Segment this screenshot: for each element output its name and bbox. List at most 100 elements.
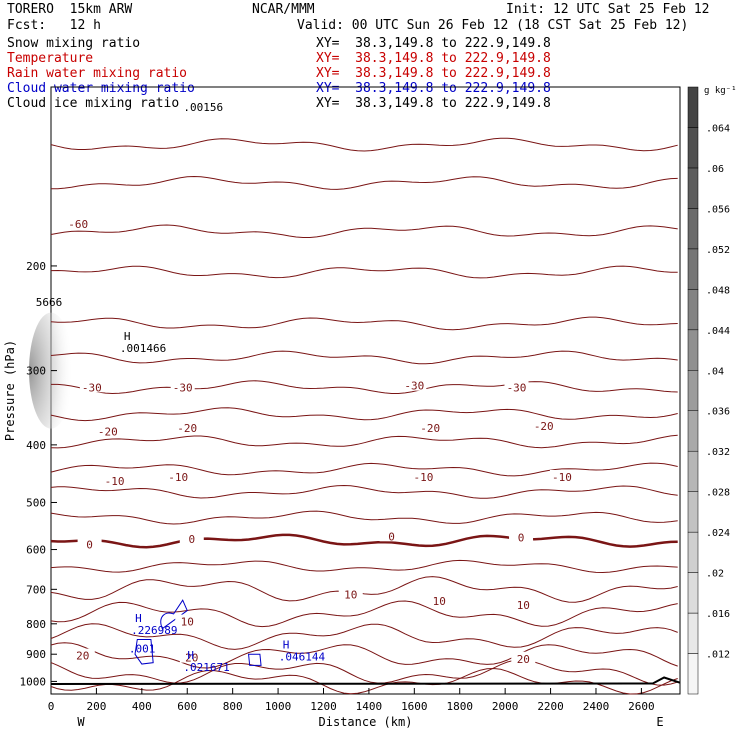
isotherm-line [50,265,678,279]
cloud-water-contour [134,638,154,665]
isotherm-label-bg [338,587,363,600]
extremum-value: .021671 [183,661,229,674]
extremum-mark: H [187,649,194,662]
isotherm-label: -30 [82,381,102,394]
field-temperature: Temperature [7,51,94,66]
isotherm-label-bg [95,424,120,437]
x-tick-label: 2200 [537,700,564,713]
isotherm-line [50,462,678,477]
x-end-west: W [77,715,85,729]
y-tick-label: 1000 [20,675,47,688]
isotherm-label: 0 [188,533,195,546]
x-tick-label: 2600 [628,700,655,713]
isotherm-label: 0 [388,530,395,543]
isotherm-label: -10 [413,471,433,484]
xy-cloud-ice: XY= 38.3,149.8 to 222.9,149.8 [316,96,551,111]
isotherm-label: 10 [344,588,357,601]
isotherm-label: -20 [420,422,440,435]
colorbar-segment [687,531,699,573]
isotherm-line [50,350,678,365]
x-tick-label: 2000 [492,700,519,713]
isotherm-label-bg [79,380,104,393]
isotherm-label-bg [427,593,452,606]
isotherm-line [50,533,678,549]
isotherm-label-bg [175,421,200,434]
extremum-mark: H [124,330,131,343]
colorbar-segment [687,248,699,290]
extremum-value: .00156 [183,101,223,114]
isotherm-label-bg [509,530,534,543]
y-tick-label: 800 [26,618,46,631]
y-axis-label: Pressure (hPa) [3,340,17,441]
isotherm-label-bg [531,419,556,432]
colorbar-segment [687,491,699,533]
y-tick-label: 500 [26,496,46,509]
colorbar-tick-label: .032 [706,447,730,458]
xy-rain: XY= 38.3,149.8 to 222.9,149.8 [316,66,551,81]
isotherm-label: -10 [168,471,188,484]
extremum-value: .001 [129,642,156,655]
colorbar-tick-label: .044 [706,326,730,337]
isotherm-label-bg [549,469,574,482]
isotherm-line [50,576,678,603]
y-tick-label: 600 [26,544,46,557]
colorbar-segment [687,127,699,169]
cloud-water-contour [160,599,188,630]
colorbar-segment [687,208,699,250]
colorbar-segment [687,86,699,128]
isotherm-label: -20 [98,426,118,439]
x-tick-label: 1800 [446,700,473,713]
isotherm-label: 0 [518,532,525,545]
isotherm-label-bg [66,216,91,229]
isotherm-line [50,642,678,669]
colorbar-tick-label: .02 [706,569,724,580]
colorbar-tick-label: .06 [706,164,724,175]
colorbar-tick-label: .056 [706,204,730,215]
x-tick-label: 0 [48,700,55,713]
isotherm-line [50,434,678,449]
colorbar-tick-label: .028 [706,488,730,499]
colorbar-segment [687,450,699,492]
extremum-value: 5666 [36,296,63,309]
isotherm-line [50,559,678,574]
x-end-east: E [656,715,663,729]
colorbar-segment [687,370,699,411]
isotherm-line [50,623,678,650]
colorbar-tick-label: .012 [706,650,730,661]
isotherm-label-bg [402,378,427,391]
init-time: Init: 12 UTC Sat 25 Feb 12 [506,2,710,17]
xy-temperature: XY= 38.3,149.8 to 222.9,149.8 [316,51,551,66]
colorbar-segment [687,572,699,614]
colorbar-tick-label: .064 [706,123,730,134]
isotherm-line [50,224,678,238]
isotherm-label-bg [170,380,195,393]
y-tick-label: 200 [26,260,46,273]
y-tick-label: 900 [26,648,46,661]
colorbar-tick-label: .016 [706,609,730,620]
isotherm-label-bg [179,650,204,663]
isotherm-label: -20 [177,422,197,435]
isotherm-label-bg [511,651,536,664]
isotherm-label-bg [102,473,127,486]
isotherm-line [50,659,678,686]
x-tick-label: 400 [132,700,152,713]
isotherm-label-bg [511,598,536,611]
isotherm-label: 20 [185,652,198,665]
colorbar-tick-label: .052 [706,245,730,256]
colorbar-unit: g kg⁻¹ [704,86,737,96]
isotherm-label-bg [175,614,200,627]
isotherm-label-bg [379,529,404,542]
isotherm-label: -10 [105,475,125,488]
colorbar-tick-label: .04 [706,366,724,377]
isotherm-label-bg [411,469,436,482]
field-snow: Snow mixing ratio [7,36,141,51]
isotherm-label: 10 [433,595,446,608]
colorbar-segment [687,289,699,331]
colorbar-segment [687,410,699,452]
isotherm-label: -30 [404,380,424,393]
isotherm-label-bg [77,537,102,550]
xy-cloud-water: XY= 38.3,149.8 to 222.9,149.8 [316,81,551,96]
forecast-hour: Fcst: 12 h [7,18,101,33]
isotherm-line [51,380,678,395]
center-title: NCAR/MMM [252,2,315,17]
